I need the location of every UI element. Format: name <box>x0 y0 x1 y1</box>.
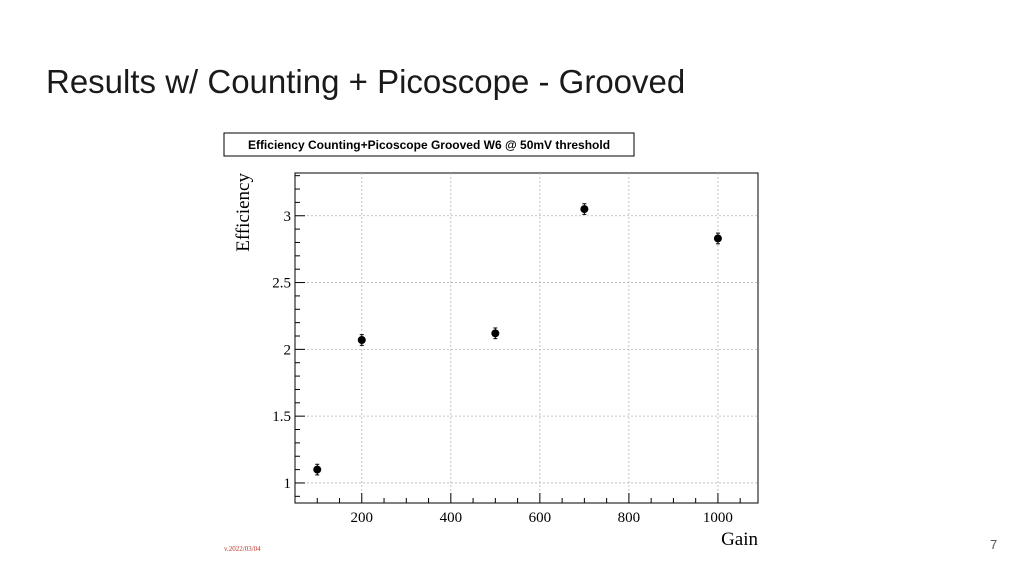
x-tick-label: 600 <box>529 510 552 526</box>
tick-labels: 200 400 600 800 1000 1 1.5 2 2.5 3 <box>272 209 733 526</box>
y-axis-label: Efficiency <box>233 173 254 252</box>
marker <box>580 205 589 214</box>
grid <box>295 173 758 503</box>
slide-title: Results w/ Counting + Picoscope - Groove… <box>46 63 686 100</box>
y-tick-label: 1 <box>284 476 292 492</box>
chart-title: Efficiency Counting+Picoscope Grooved W6… <box>248 138 610 152</box>
x-axis-label: Gain <box>721 529 758 550</box>
data-point <box>580 203 589 215</box>
x-tick-label: 400 <box>440 510 463 526</box>
marker <box>491 329 500 338</box>
data-point <box>491 327 500 340</box>
y-tick-label: 2.5 <box>272 276 291 292</box>
marker <box>713 234 722 243</box>
y-tick-label: 1.5 <box>272 409 291 425</box>
x-tick-label: 800 <box>618 510 641 526</box>
marker <box>313 465 322 474</box>
data-point <box>713 232 722 245</box>
x-tick-label: 1000 <box>703 510 733 526</box>
data-points <box>313 203 722 476</box>
y-tick-label: 3 <box>284 209 292 225</box>
chart-title-box: Efficiency Counting+Picoscope Grooved W6… <box>223 132 635 157</box>
page-number: 7 <box>990 537 998 552</box>
axis-ticks <box>294 175 741 503</box>
data-point <box>313 463 322 476</box>
x-tick-label: 200 <box>351 510 374 526</box>
data-point <box>357 334 366 346</box>
plot-frame <box>294 172 759 504</box>
marker <box>357 336 366 345</box>
y-tick-label: 2 <box>284 342 292 358</box>
version-label: v.2022/03/04 <box>224 545 261 553</box>
